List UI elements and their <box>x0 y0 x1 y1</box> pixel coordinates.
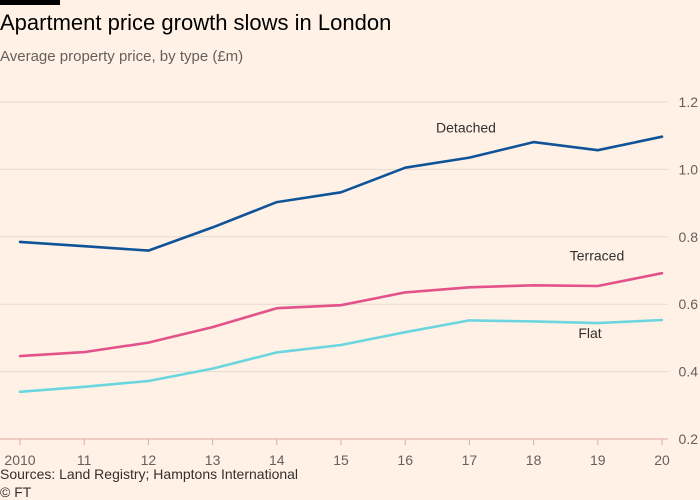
y-tick-label-1: 0.4 <box>679 364 699 380</box>
x-tick-label-8: 18 <box>526 452 542 465</box>
x-tick-label-0: 2010 <box>4 452 35 465</box>
ft-credit: © FT <box>0 484 32 500</box>
x-tick-label-5: 15 <box>333 452 349 465</box>
source-note: Sources: Land Registry; Hamptons Interna… <box>0 466 299 482</box>
series-line-detached <box>18 135 664 252</box>
x-tick-label-7: 17 <box>462 452 478 465</box>
x-tick-label-9: 19 <box>590 452 606 465</box>
x-tick-label-2: 12 <box>141 452 157 465</box>
chart-subtitle: Average property price, by type (£m) <box>0 48 244 65</box>
y-tick-label-2: 0.6 <box>679 296 699 312</box>
x-tick-label-6: 16 <box>397 452 413 465</box>
y-tick-label-4: 1.0 <box>679 161 699 177</box>
x-tick-label-3: 13 <box>205 452 221 465</box>
series-label-detached: Detached <box>436 119 496 135</box>
y-tick-label-5: 1.2 <box>679 94 699 110</box>
series-label-flat: Flat <box>578 325 601 341</box>
line-chart: 0.2 0.4 0.6 0.8 1.0 1.2 2010 11 12 13 14 15 16 17 18 1… <box>0 94 698 465</box>
grid-lines: 0.2 0.4 0.6 0.8 1.0 1.2 <box>0 94 698 447</box>
x-tick-label-10: 20 <box>654 452 670 465</box>
series-labels: Detached Terraced Flat <box>436 119 624 341</box>
y-tick-label-0: 0.2 <box>679 431 699 447</box>
series-label-terraced: Terraced <box>570 247 624 263</box>
y-tick-label-3: 0.8 <box>679 229 699 245</box>
x-tick-label-1: 11 <box>77 452 92 465</box>
x-axis: 2010 11 12 13 14 15 16 17 18 19 20 <box>0 438 670 465</box>
series-line-flat <box>18 318 664 394</box>
x-tick-label-4: 14 <box>269 452 285 465</box>
ft-top-bar <box>0 0 60 5</box>
series-lines <box>18 135 664 394</box>
chart-title: Apartment price growth slows in London <box>0 10 392 35</box>
series-line-terraced <box>18 271 664 358</box>
